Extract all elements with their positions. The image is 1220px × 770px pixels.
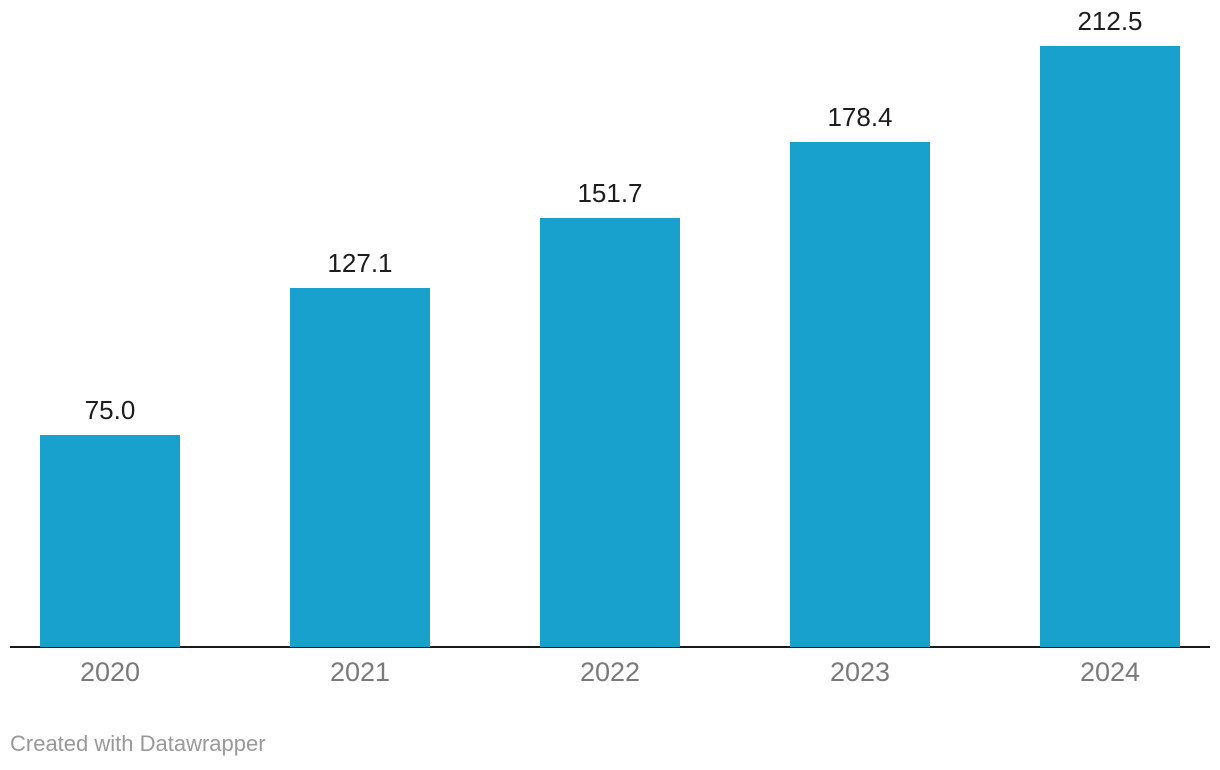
datawrapper-credit-link[interactable]: Created with Datawrapper [10,731,266,756]
x-axis-tick-label: 2021 [329,657,391,687]
bar [540,218,680,647]
bar-value-label: 75.0 [84,395,136,425]
bar [1040,46,1180,647]
bar [290,288,430,647]
x-axis-tick-label: 2020 [79,657,141,687]
bar [790,142,930,647]
bar-value-label: 212.5 [1077,6,1143,36]
bar-value-label: 127.1 [327,248,393,278]
x-axis-tick-label: 2024 [1079,657,1141,687]
chart-footer: Created with Datawrapper [10,730,266,758]
x-axis-line [10,646,1210,648]
bar [40,435,180,647]
x-axis-tick-label: 2023 [829,657,891,687]
x-axis-tick-label: 2022 [579,657,641,687]
bar-value-label: 151.7 [577,178,643,208]
bar-value-label: 178.4 [827,102,893,132]
